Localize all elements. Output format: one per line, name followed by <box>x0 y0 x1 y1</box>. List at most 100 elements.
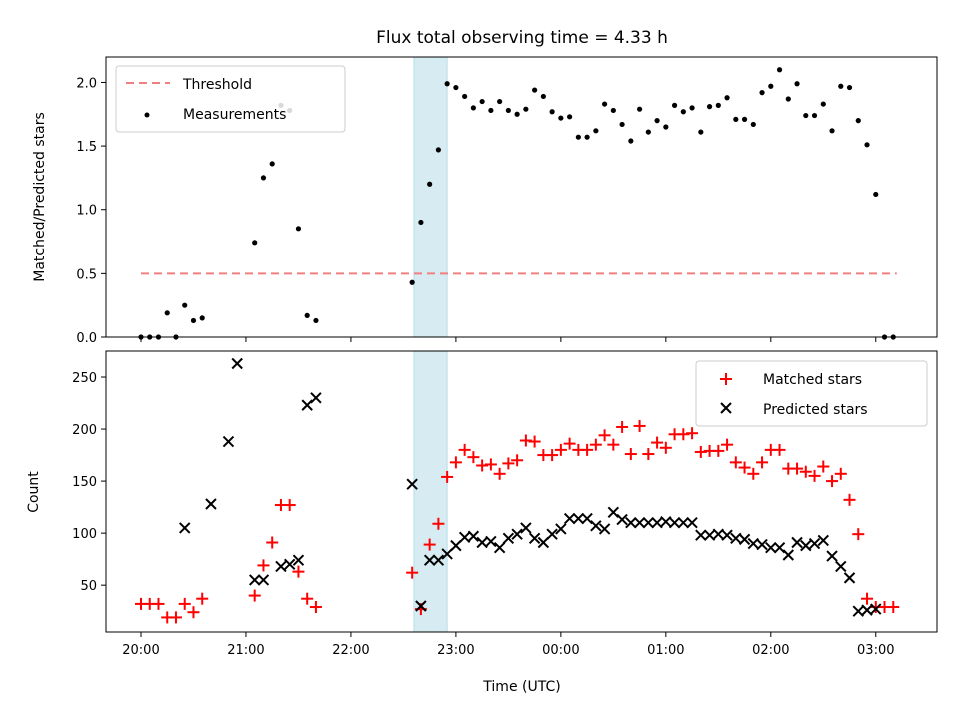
predicted-star-point <box>310 392 322 404</box>
measurement-point <box>252 240 258 246</box>
matched-star-point <box>493 467 506 480</box>
predicted-star-point <box>179 522 191 534</box>
predicted-star-point <box>406 478 418 490</box>
matched-star-point <box>187 606 200 619</box>
x-tick-label: 23:00 <box>437 643 474 658</box>
predicted-star-point <box>432 554 445 566</box>
predicted-star-point <box>423 554 436 566</box>
predicted-star-point <box>817 534 829 547</box>
measurement-point <box>505 107 511 114</box>
x-tick-label: 03:00 <box>857 643 894 658</box>
predicted-star-point <box>826 550 838 562</box>
predicted-star-point <box>843 572 856 584</box>
matched-star-point <box>554 443 567 456</box>
measurement-point <box>514 111 520 117</box>
matched-star-point <box>563 437 576 450</box>
top-panel: 0.00.51.01.52.0 Matched/Predicted stars … <box>32 56 938 346</box>
measurement-point <box>724 95 730 101</box>
matched-star-point <box>581 443 594 456</box>
measurement-point <box>715 102 721 108</box>
matched-star-point <box>449 456 462 469</box>
measurement-point <box>873 191 879 198</box>
predicted-star-point <box>686 517 698 529</box>
predicted-star-point <box>800 539 812 552</box>
predicted-star-point <box>808 537 821 550</box>
predicted-star-point <box>581 512 593 525</box>
matched-star-point <box>694 445 707 458</box>
matched-star-point <box>458 443 471 456</box>
measurement-point <box>610 107 616 114</box>
matched-star-point <box>502 457 515 470</box>
measurement-point <box>190 317 197 324</box>
matched-star-point <box>309 601 322 614</box>
measurement-point <box>575 134 581 140</box>
matched-star-point <box>799 465 812 478</box>
predicted-star-point <box>695 529 707 541</box>
measurement-point <box>453 84 459 91</box>
measurement-point <box>750 121 756 128</box>
matched-star-point <box>511 454 524 467</box>
measurement-point <box>304 312 310 318</box>
predicted-star-point <box>283 558 296 571</box>
bottom-y-tick-label: 250 <box>72 371 97 386</box>
bottom-y-axis: 50 100 150 200 250 <box>72 371 106 594</box>
measurement-point <box>733 116 739 122</box>
predicted-star-point <box>572 512 585 525</box>
top-y-tick-label: 1.0 <box>76 204 97 219</box>
matched-star-point <box>677 428 690 441</box>
predicted-star-point <box>537 536 550 549</box>
predicted-star-point <box>563 512 576 525</box>
predicted-star-point <box>450 539 462 552</box>
measurement-point <box>313 317 319 324</box>
matched-star-point <box>169 611 182 624</box>
predicted-star-point <box>301 399 313 411</box>
matched-star-point <box>659 441 672 454</box>
matched-star-point <box>729 456 742 469</box>
predicted-star-point <box>415 600 427 612</box>
legend-measurements-label: Measurements <box>183 107 286 123</box>
x-axis-label: Time (UTC) <box>482 679 560 695</box>
bottom-legend-box <box>695 360 928 427</box>
matched-star-point <box>546 449 559 462</box>
measurement-point <box>671 102 678 108</box>
measurement-point <box>698 129 704 135</box>
predicted-star-point <box>546 528 558 540</box>
x-tick-label: 01:00 <box>647 643 684 658</box>
measurement-point <box>654 118 660 124</box>
measurement-point <box>164 310 170 316</box>
x-tick-label: 21:00 <box>227 643 264 658</box>
predicted-star-point <box>493 541 506 554</box>
matched-star-point <box>196 592 209 605</box>
predicted-star-point <box>205 498 217 510</box>
top-legend-box <box>115 65 346 133</box>
bottom-plot-frame <box>105 350 938 633</box>
predicted-star-point <box>721 529 733 541</box>
matched-star-point <box>791 462 804 475</box>
matched-star-point <box>607 438 620 451</box>
matched-star-point <box>441 470 454 483</box>
x-tick-label: 00:00 <box>542 643 579 658</box>
predicted-star-point <box>222 435 235 448</box>
measurement-point <box>864 142 870 148</box>
matched-star-point <box>861 592 874 605</box>
top-y-axis: 0.0 0.5 1.0 1.5 2.0 <box>76 76 106 346</box>
measurement-point <box>418 219 424 226</box>
measurement-point <box>820 101 826 107</box>
top-x-ticks <box>140 337 877 342</box>
measurement-point <box>462 93 468 100</box>
predicted-star-point <box>467 530 480 542</box>
predicted-star-point <box>607 506 620 519</box>
measurement-point <box>558 115 564 121</box>
matched-star-point <box>738 461 751 474</box>
measurement-point <box>532 87 538 93</box>
legend-matched-label: Matched stars <box>763 372 862 388</box>
matched-star-point <box>826 475 839 488</box>
predicted-star-point <box>677 517 690 529</box>
measurement-point <box>776 67 783 73</box>
predicted-star-point <box>642 517 655 529</box>
measurement-point <box>540 93 546 100</box>
predicted-star-point <box>231 357 243 370</box>
matched-star-point <box>756 456 769 469</box>
matched-star-point <box>616 420 629 433</box>
matched-star-point <box>283 499 296 512</box>
